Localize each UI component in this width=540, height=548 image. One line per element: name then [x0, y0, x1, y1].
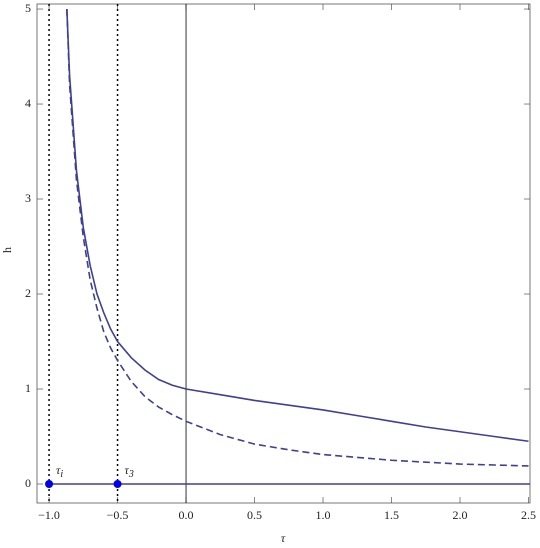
x-tick-label: 1.5: [384, 508, 399, 522]
point-label: τi: [56, 463, 63, 481]
y-tick-label: 2: [25, 286, 31, 300]
x-tick-label: 1.0: [316, 508, 331, 522]
point: [45, 480, 54, 489]
x-tick-label: −0.5: [107, 508, 129, 522]
plot-frame: [36, 3, 531, 504]
y-tick-label: 1: [25, 381, 31, 395]
curve: [66, 9, 529, 467]
y-tick-label: 5: [25, 1, 31, 15]
y-tick-label: 4: [25, 96, 31, 110]
x-tick-label: 2.5: [521, 508, 536, 522]
point: [113, 480, 122, 489]
point-label-base: τ: [125, 463, 130, 477]
x-tick-label: −1.0: [38, 508, 60, 522]
point-label: τ3: [125, 463, 134, 481]
y-axis-label: h: [0, 247, 14, 253]
point-label-sub: i: [60, 469, 63, 480]
curve: [66, 8, 529, 443]
x-tick-label: 0.5: [247, 508, 262, 522]
y-tick-label: 3: [25, 191, 31, 205]
y-tick-label: 0: [25, 476, 31, 490]
x-axis-label: τ: [281, 531, 286, 545]
point-label-base: τ: [56, 463, 61, 477]
x-tick-label: 2.0: [453, 508, 468, 522]
point-label-sub: 3: [128, 469, 134, 480]
x-tick-label: 0.0: [179, 508, 194, 522]
